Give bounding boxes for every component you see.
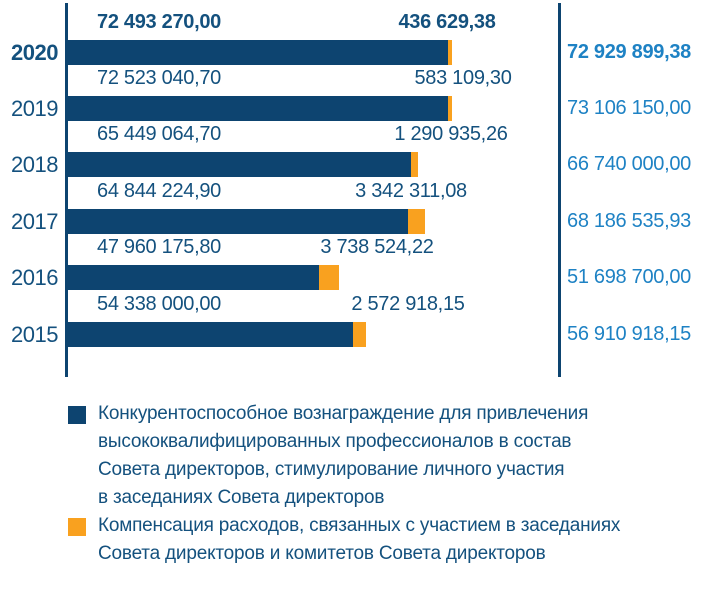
legend-label: Компенсация расходов, связанных с участи… — [98, 515, 621, 564]
chart-row-2016: 2016 47 960 175,80 3 738 524,22 51 698 7… — [0, 236, 720, 290]
legend-item-compensation: Компенсация расходов, связанных с участи… — [68, 512, 698, 568]
total-value-label: 68 186 535,93 — [567, 210, 692, 232]
chart-row-2020: 2020 72 493 270,00 436 629,38 72 929 899… — [0, 11, 720, 65]
left-axis-line — [65, 3, 68, 377]
stacked-bar — [68, 322, 367, 347]
bar-segment-remuneration — [68, 209, 408, 234]
bar-segment-remuneration — [68, 322, 353, 347]
year-label: 2019 — [11, 96, 58, 121]
chart-row-2015: 2015 54 338 000,00 2 572 918,15 56 910 9… — [0, 293, 720, 347]
navy-square-icon — [68, 406, 86, 424]
legend-label: Конкурентоспособное вознаграждение для п… — [98, 403, 589, 508]
year-label: 2020 — [11, 40, 58, 65]
right-axis-line — [558, 3, 561, 377]
bar-segment-compensation — [448, 96, 452, 121]
chart-row-2017: 2017 64 844 224,90 3 342 311,08 68 186 5… — [0, 180, 720, 234]
bar-segment-compensation — [411, 152, 418, 177]
year-label: 2016 — [11, 265, 58, 290]
total-value-label: 73 106 150,00 — [567, 97, 692, 119]
compensation-value-label: 2 572 918,15 — [351, 293, 465, 315]
remuneration-value-label: 72 493 270,00 — [97, 11, 222, 33]
compensation-value-label: 3 342 311,08 — [355, 180, 467, 202]
stacked-bar — [68, 40, 452, 65]
bar-segment-compensation — [352, 322, 367, 347]
year-label: 2018 — [11, 152, 58, 177]
compensation-value-label: 3 738 524,22 — [320, 236, 434, 258]
remuneration-value-label: 47 960 175,80 — [97, 236, 222, 258]
remuneration-value-label: 64 844 224,90 — [97, 180, 222, 202]
bar-segment-compensation — [447, 40, 452, 65]
bar-segment-compensation — [319, 265, 339, 290]
remuneration-value-label: 65 449 064,70 — [97, 123, 222, 145]
chart-row-2018: 2018 65 449 064,70 1 290 935,26 66 740 0… — [0, 123, 720, 177]
bar-segment-remuneration — [68, 265, 320, 290]
year-label: 2017 — [11, 209, 58, 234]
chart-row-2019: 2019 72 523 040,70 583 109,30 73 106 150… — [0, 67, 720, 121]
compensation-value-label: 1 290 935,26 — [394, 123, 508, 145]
compensation-value-label: 436 629,38 — [398, 11, 496, 33]
total-value-label: 72 929 899,38 — [567, 41, 692, 63]
bar-segment-remuneration — [68, 40, 448, 65]
remuneration-value-label: 72 523 040,70 — [97, 67, 222, 89]
compensation-value-label: 583 109,30 — [414, 67, 512, 89]
total-value-label: 56 910 918,15 — [567, 323, 692, 345]
stacked-bar — [68, 209, 426, 234]
orange-square-icon — [68, 518, 86, 536]
stacked-bar — [68, 96, 452, 121]
stacked-bar — [68, 265, 339, 290]
year-label: 2015 — [11, 322, 58, 347]
stacked-bar — [68, 152, 418, 177]
total-value-label: 66 740 000,00 — [567, 153, 692, 175]
bar-segment-compensation — [407, 209, 426, 234]
bar-segment-remuneration — [68, 152, 411, 177]
remuneration-value-label: 54 338 000,00 — [97, 293, 222, 315]
total-value-label: 51 698 700,00 — [567, 266, 692, 288]
bar-segment-remuneration — [68, 96, 448, 121]
legend-item-remuneration: Конкурентоспособное вознаграждение для п… — [68, 400, 698, 512]
